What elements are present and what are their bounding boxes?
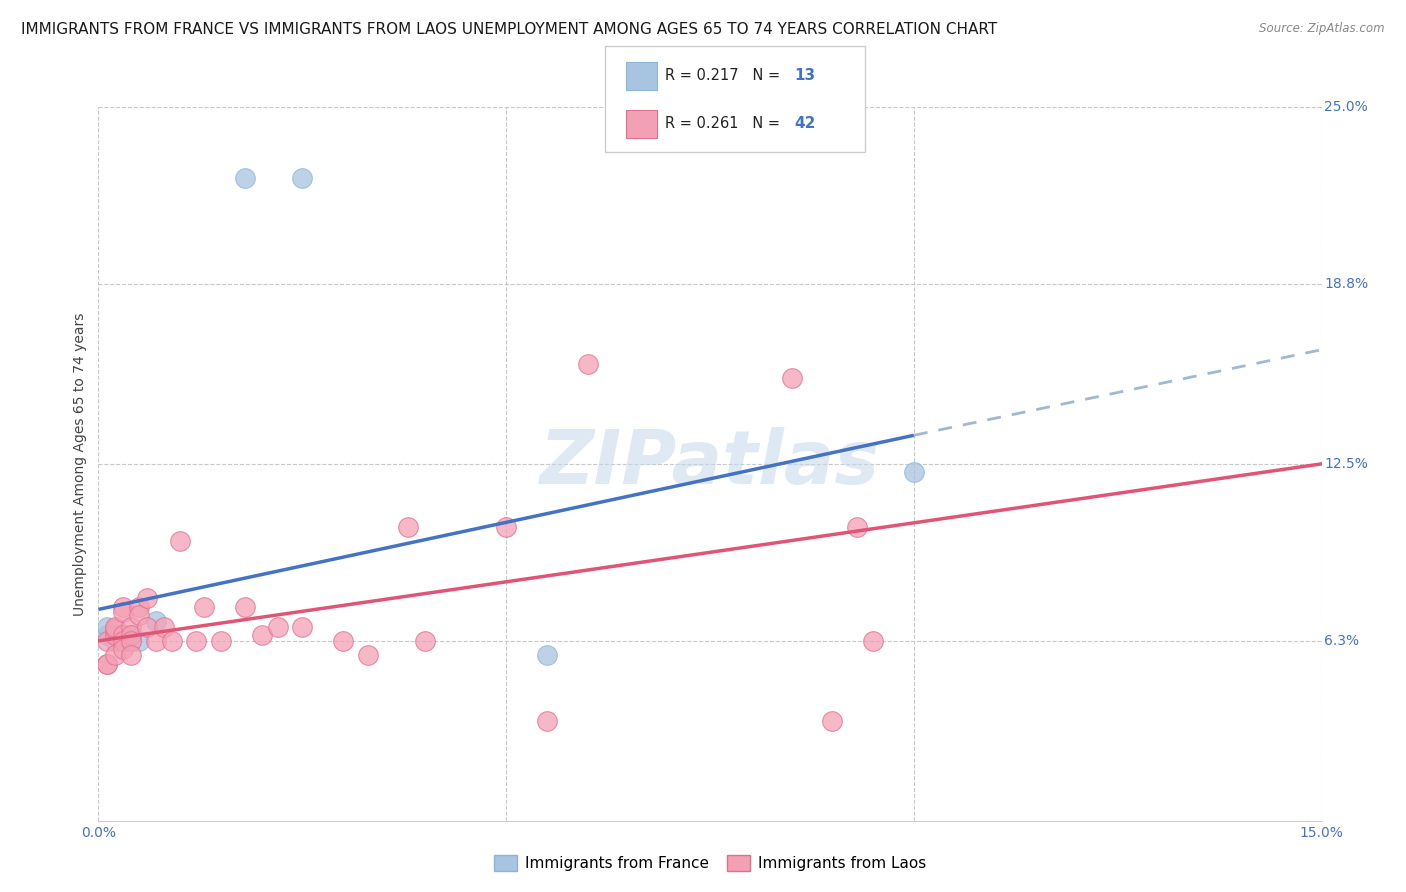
Point: [821, 714, 844, 728]
Point: [120, 619, 142, 633]
Point: [332, 633, 354, 648]
Text: ZIPatlas: ZIPatlas: [540, 427, 880, 500]
Point: [104, 633, 127, 648]
Point: [96, 657, 118, 671]
Text: R = 0.217   N =: R = 0.217 N =: [665, 69, 785, 83]
Point: [120, 628, 142, 642]
Point: [291, 171, 314, 186]
Point: [233, 599, 256, 614]
Point: [536, 648, 558, 662]
Point: [160, 633, 183, 648]
Point: [96, 628, 118, 642]
Point: [536, 714, 558, 728]
Point: [111, 633, 134, 648]
Point: [576, 357, 599, 371]
Text: 6.3%: 6.3%: [1324, 634, 1360, 648]
Point: [267, 619, 290, 633]
Point: [186, 633, 208, 648]
Point: [413, 633, 436, 648]
Point: [152, 619, 174, 633]
Point: [111, 605, 134, 619]
Point: [96, 619, 118, 633]
Text: 18.8%: 18.8%: [1324, 277, 1368, 291]
Point: [120, 628, 142, 642]
Text: 42: 42: [794, 117, 815, 131]
Point: [111, 628, 134, 642]
Text: 12.5%: 12.5%: [1324, 457, 1368, 471]
Point: [111, 642, 134, 657]
Text: 13: 13: [794, 69, 815, 83]
Point: [356, 648, 378, 662]
Point: [120, 633, 142, 648]
Text: R = 0.261   N =: R = 0.261 N =: [665, 117, 785, 131]
Point: [104, 628, 127, 642]
Point: [209, 633, 232, 648]
Point: [136, 619, 159, 633]
Text: IMMIGRANTS FROM FRANCE VS IMMIGRANTS FROM LAOS UNEMPLOYMENT AMONG AGES 65 TO 74 : IMMIGRANTS FROM FRANCE VS IMMIGRANTS FRO…: [21, 22, 997, 37]
Point: [111, 633, 134, 648]
Point: [145, 633, 167, 648]
Point: [780, 371, 803, 385]
Point: [845, 519, 868, 533]
Point: [104, 623, 127, 637]
Point: [145, 614, 167, 628]
Point: [96, 657, 118, 671]
Y-axis label: Unemployment Among Ages 65 to 74 years: Unemployment Among Ages 65 to 74 years: [73, 312, 87, 615]
Legend: Immigrants from France, Immigrants from Laos: Immigrants from France, Immigrants from …: [488, 849, 932, 877]
Point: [104, 628, 127, 642]
Point: [862, 633, 884, 648]
Point: [128, 633, 150, 648]
Point: [396, 519, 419, 533]
Point: [111, 599, 134, 614]
Point: [128, 608, 150, 623]
Point: [128, 599, 150, 614]
Point: [291, 619, 314, 633]
Point: [495, 519, 517, 533]
Point: [111, 633, 134, 648]
Point: [169, 533, 191, 548]
Point: [903, 466, 925, 480]
Point: [250, 628, 273, 642]
Point: [120, 633, 142, 648]
Point: [104, 619, 127, 633]
Point: [104, 648, 127, 662]
Point: [111, 628, 134, 642]
Text: Source: ZipAtlas.com: Source: ZipAtlas.com: [1260, 22, 1385, 36]
Point: [96, 633, 118, 648]
Point: [193, 599, 215, 614]
Text: 25.0%: 25.0%: [1324, 100, 1368, 114]
Point: [233, 171, 256, 186]
Point: [120, 648, 142, 662]
Point: [136, 591, 159, 605]
